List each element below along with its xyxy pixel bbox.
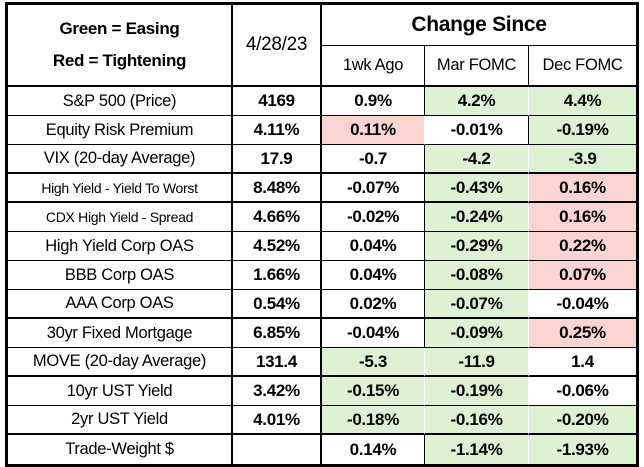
- change-mar-fomc: -0.43%: [425, 174, 529, 203]
- change-mar-fomc: -11.9: [425, 348, 529, 377]
- column-header-1wk-ago: 1wk Ago: [322, 46, 425, 87]
- change-1wk: -0.07%: [322, 174, 425, 203]
- table-row-hy-yield-to-worst: High Yield - Yield To Worst 8.48% -0.07%…: [8, 174, 637, 203]
- financial-conditions-table: Green = Easing Red = Tightening 4/28/23 …: [5, 2, 640, 467]
- table-row-sp500: S&P 500 (Price) 4169 0.9% 4.2% 4.4%: [8, 87, 637, 116]
- row-label: Trade-Weight $: [8, 435, 233, 464]
- change-1wk: -0.15%: [322, 377, 425, 406]
- table-row-2yr-ust: 2yr UST Yield 4.01% -0.18% -0.16% -0.20%: [8, 406, 637, 435]
- current-value: 4.01%: [233, 406, 322, 435]
- change-dec-fomc: -1.93%: [529, 435, 637, 464]
- change-dec-fomc: -0.06%: [529, 377, 637, 406]
- row-label: S&P 500 (Price): [8, 87, 233, 116]
- change-mar-fomc: -0.09%: [425, 319, 529, 348]
- table-row-vix: VIX (20-day Average) 17.9 -0.7 -4.2 -3.9: [8, 145, 637, 174]
- change-dec-fomc: -0.20%: [529, 406, 637, 435]
- change-mar-fomc: -1.14%: [425, 435, 529, 464]
- table-row-30yr-mortgage: 30yr Fixed Mortgage 6.85% -0.04% -0.09% …: [8, 319, 637, 348]
- table-row-bbb-corp-oas: BBB Corp OAS 1.66% 0.04% -0.08% 0.07%: [8, 261, 637, 290]
- row-label: 2yr UST Yield: [8, 406, 233, 435]
- change-1wk: -0.18%: [322, 406, 425, 435]
- current-value: 4.66%: [233, 203, 322, 232]
- current-value: 4.11%: [233, 116, 322, 145]
- header-row-sub: 1wk Ago Mar FOMC Dec FOMC: [8, 46, 637, 87]
- change-mar-fomc: -0.16%: [425, 406, 529, 435]
- change-mar-fomc: -0.08%: [425, 261, 529, 290]
- change-dec-fomc: 0.16%: [529, 174, 637, 203]
- change-mar-fomc: -0.01%: [425, 116, 529, 145]
- current-value: 17.9: [233, 145, 322, 174]
- legend-green-easing: Green = Easing: [59, 18, 180, 38]
- table-row-equity-risk-premium: Equity Risk Premium 4.11% 0.11% -0.01% -…: [8, 116, 637, 145]
- current-value: 4.52%: [233, 232, 322, 261]
- change-dec-fomc: 0.22%: [529, 232, 637, 261]
- change-dec-fomc: 0.07%: [529, 261, 637, 290]
- change-mar-fomc: -0.24%: [425, 203, 529, 232]
- change-dec-fomc: 0.16%: [529, 203, 637, 232]
- table-row-10yr-ust: 10yr UST Yield 3.42% -0.15% -0.19% -0.06…: [8, 377, 637, 406]
- current-value: 6.85%: [233, 319, 322, 348]
- current-value: 3.42%: [233, 377, 322, 406]
- row-label: Equity Risk Premium: [8, 116, 233, 145]
- change-since-title: Change Since: [322, 5, 637, 46]
- current-value: 131.4: [233, 348, 322, 377]
- current-value: [233, 435, 322, 464]
- change-mar-fomc: -0.29%: [425, 232, 529, 261]
- change-1wk: -5.3: [322, 348, 425, 377]
- legend-cell: Green = Easing Red = Tightening: [8, 5, 233, 87]
- table-row-trade-weight-dollar: Trade-Weight $ 0.14% -1.14% -1.93%: [8, 435, 637, 464]
- as-of-date: 4/28/23: [233, 5, 322, 87]
- change-dec-fomc: -0.04%: [529, 290, 637, 319]
- current-value: 8.48%: [233, 174, 322, 203]
- row-label: AAA Corp OAS: [8, 290, 233, 319]
- change-mar-fomc: -0.07%: [425, 290, 529, 319]
- row-label: 10yr UST Yield: [8, 377, 233, 406]
- change-dec-fomc: 4.4%: [529, 87, 637, 116]
- change-1wk: 0.14%: [322, 435, 425, 464]
- change-1wk: -0.04%: [322, 319, 425, 348]
- table-row-cdx-high-yield: CDX High Yield - Spread 4.66% -0.02% -0.…: [8, 203, 637, 232]
- row-label: BBB Corp OAS: [8, 261, 233, 290]
- change-1wk: 0.04%: [322, 261, 425, 290]
- change-1wk: 0.04%: [322, 232, 425, 261]
- change-dec-fomc: -0.19%: [529, 116, 637, 145]
- current-value: 0.54%: [233, 290, 322, 319]
- change-1wk: 0.02%: [322, 290, 425, 319]
- current-value: 1.66%: [233, 261, 322, 290]
- table-row-aaa-corp-oas: AAA Corp OAS 0.54% 0.02% -0.07% -0.04%: [8, 290, 637, 319]
- row-label: VIX (20-day Average): [8, 145, 233, 174]
- change-1wk: 0.9%: [322, 87, 425, 116]
- change-1wk: -0.7: [322, 145, 425, 174]
- column-header-dec-fomc: Dec FOMC: [529, 46, 637, 87]
- change-dec-fomc: 0.25%: [529, 319, 637, 348]
- row-label: MOVE (20-day Average): [8, 348, 233, 377]
- row-label: CDX High Yield - Spread: [8, 203, 233, 232]
- legend-red-tightening: Red = Tightening: [52, 51, 187, 70]
- column-header-mar-fomc: Mar FOMC: [425, 46, 529, 87]
- header-row-top: Green = Easing Red = Tightening 4/28/23 …: [8, 5, 637, 87]
- row-label: 30yr Fixed Mortgage: [8, 319, 233, 348]
- change-dec-fomc: -3.9: [529, 145, 637, 174]
- change-mar-fomc: 4.2%: [425, 87, 529, 116]
- change-mar-fomc: -4.2: [425, 145, 529, 174]
- table-row-hy-corp-oas: High Yield Corp OAS 4.52% 0.04% -0.29% 0…: [8, 232, 637, 261]
- row-label: High Yield Corp OAS: [8, 232, 233, 261]
- change-1wk: 0.11%: [322, 116, 425, 145]
- current-value: 4169: [233, 87, 322, 116]
- change-mar-fomc: -0.19%: [425, 377, 529, 406]
- change-dec-fomc: 1.4: [529, 348, 637, 377]
- row-label: High Yield - Yield To Worst: [8, 174, 233, 203]
- change-1wk: -0.02%: [322, 203, 425, 232]
- table-row-move: MOVE (20-day Average) 131.4 -5.3 -11.9 1…: [8, 348, 637, 377]
